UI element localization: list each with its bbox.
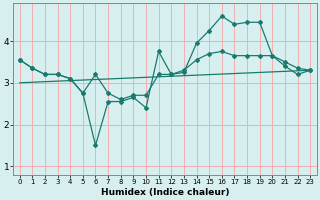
X-axis label: Humidex (Indice chaleur): Humidex (Indice chaleur) — [101, 188, 229, 197]
